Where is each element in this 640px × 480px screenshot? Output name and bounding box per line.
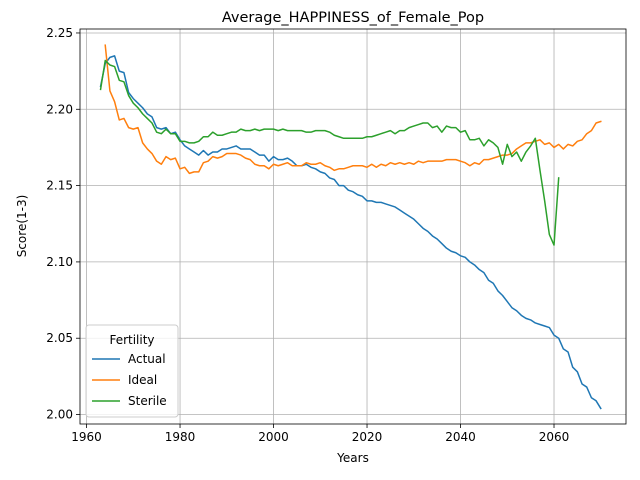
x-tick-label: 2000 (258, 430, 289, 444)
series-line-actual (99, 55, 602, 410)
plot-frame (79, 28, 627, 425)
y-axis-label: Score(1-3) (15, 195, 29, 258)
x-tick-label: 1960 (71, 430, 102, 444)
y-tick-label: 2.25 (46, 26, 73, 40)
x-tick-label: 2020 (352, 430, 383, 444)
legend-title: Fertility (109, 333, 154, 347)
series-line-ideal (104, 44, 602, 175)
legend-entries: Actual Ideal Sterile (92, 352, 167, 408)
y-tick-label: 2.20 (46, 102, 73, 116)
x-axis-label: Years (336, 451, 369, 465)
x-tick-label: 2040 (445, 430, 476, 444)
legend-box (85, 324, 179, 418)
x-tick-label: 2060 (539, 430, 570, 444)
chart-title: Average_HAPPINESS_of_Female_Pop (222, 10, 484, 26)
legend: Fertility Actual Ideal Sterile (85, 324, 179, 418)
y-axis: 2.00 2.05 2.10 2.15 2.20 2.25 (46, 26, 80, 422)
legend-label-ideal: Ideal (128, 373, 157, 387)
series-line-sterile (99, 59, 560, 246)
series-layer (99, 44, 602, 410)
y-tick-label: 2.10 (46, 255, 73, 269)
y-tick-label: 2.05 (46, 331, 73, 345)
x-tick-label: 1980 (165, 430, 196, 444)
y-tick-label: 2.00 (46, 408, 73, 422)
x-axis: 1960 1980 2000 2020 2040 2060 (71, 424, 569, 444)
y-tick-label: 2.15 (46, 179, 73, 193)
legend-label-sterile: Sterile (128, 394, 167, 408)
legend-label-actual: Actual (128, 352, 166, 366)
